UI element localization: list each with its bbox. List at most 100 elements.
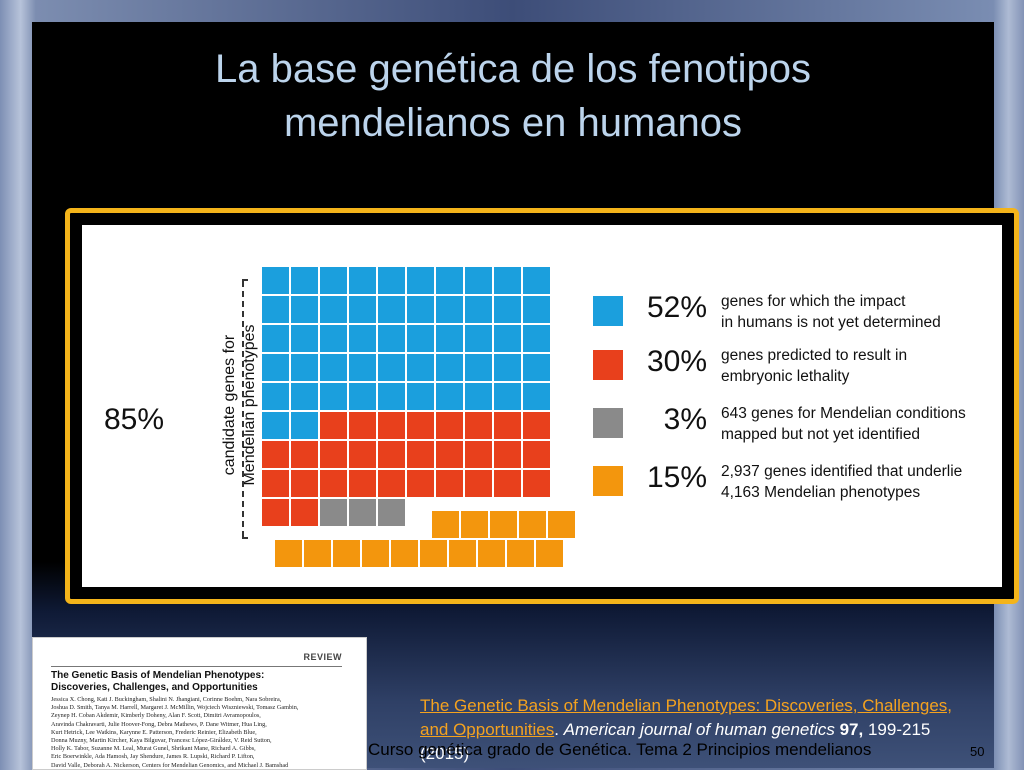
waffle-cell (262, 325, 289, 352)
waffle-cell (262, 383, 289, 410)
citation: The Genetic Basis of Mendelian Phenotype… (420, 696, 953, 763)
authors-line: Donna Muzny, Martin Kircher, Kaya Bilguv… (51, 737, 272, 745)
paper-authors: Jessica X. Chong, Kati J. Buckingham, Sh… (51, 696, 351, 769)
bracket-label-line1: candidate genes for (221, 334, 238, 476)
waffle-cell (436, 470, 463, 497)
waffle-cell (420, 540, 447, 567)
authors-line: Zeynep H. Coban Akdemir, Kimberly Doheny… (51, 712, 261, 720)
waffle-cell (465, 412, 492, 439)
waffle-cell (275, 540, 302, 567)
waffle-cell (436, 383, 463, 410)
waffle-cell (291, 470, 318, 497)
page-number: 50 (970, 744, 985, 759)
legend-swatch (593, 466, 623, 496)
waffle-cell (262, 499, 289, 526)
waffle-cell (262, 354, 289, 381)
authors-line: Eric Boerwinkle, Ada Hamosh, Jay Shendur… (51, 753, 255, 761)
waffle-cell (291, 499, 318, 526)
waffle-cell (494, 267, 521, 294)
citation-journal: American journal of human genetics (563, 720, 835, 739)
waffle-cell (494, 383, 521, 410)
legend-percent: 30% (646, 345, 707, 378)
waffle-cell (523, 296, 550, 323)
waffle-cell (494, 325, 521, 352)
legend-description-line2: 4,163 Mendelian phenotypes (721, 484, 921, 501)
waffle-cell (291, 383, 318, 410)
authors-line: Joshua D. Smith, Tanya M. Harrell, Marga… (51, 704, 299, 712)
legend-description-line2: in humans is not yet determined (721, 314, 941, 331)
citation-link[interactable]: The Genetic Basis of Mendelian Phenotype… (420, 696, 953, 739)
waffle-cell (291, 296, 318, 323)
waffle-cell (407, 354, 434, 381)
waffle-cell (291, 325, 318, 352)
waffle-cell (465, 470, 492, 497)
waffle-cell (449, 540, 476, 567)
waffle-cell (494, 412, 521, 439)
waffle-cell (465, 296, 492, 323)
waffle-cell (536, 540, 563, 567)
waffle-cell (378, 383, 405, 410)
legend-description-line1: 2,937 genes identified that underlie (721, 463, 963, 480)
waffle-cell (407, 441, 434, 468)
waffle-cell (407, 383, 434, 410)
bracket-percent: 85% (104, 403, 165, 436)
waffle-cell (436, 296, 463, 323)
waffle-cell (436, 412, 463, 439)
waffle-cell (378, 470, 405, 497)
waffle-cell (262, 412, 289, 439)
waffle-cell (407, 296, 434, 323)
waffle-cell (333, 540, 360, 567)
waffle-cell (465, 325, 492, 352)
waffle-cell (378, 412, 405, 439)
waffle-cell (291, 441, 318, 468)
slide-title-line1: La base genética de los fenotipos (215, 47, 811, 91)
waffle-cell (320, 383, 347, 410)
waffle-cell (465, 383, 492, 410)
legend-description: genes for which the impact in humans is … (721, 291, 1011, 333)
waffle-cell (523, 441, 550, 468)
waffle-cell (436, 267, 463, 294)
waffle-cell (523, 267, 550, 294)
waffle-cell (391, 540, 418, 567)
waffle-cell (349, 267, 376, 294)
legend-swatch (593, 296, 623, 326)
waffle-cell (320, 354, 347, 381)
waffle-cell (523, 412, 550, 439)
waffle-cell (320, 267, 347, 294)
waffle-cell (490, 511, 517, 538)
waffle-cell (320, 412, 347, 439)
legend-description-line2: mapped but not yet identified (721, 426, 921, 443)
waffle-cell (320, 499, 347, 526)
figure-panel: 85% candidate genes for Mendelian phenot… (82, 225, 1002, 587)
waffle-cell (349, 354, 376, 381)
legend-description: 643 genes for Mendelian conditions mappe… (721, 403, 1011, 445)
authors-line: Aravinda Chakravarti, Julie Hoover-Fong,… (51, 720, 267, 728)
waffle-cell (378, 267, 405, 294)
waffle-cell (494, 470, 521, 497)
waffle-cell (349, 325, 376, 352)
legend-swatch (593, 350, 623, 380)
legend-description-line2: embryonic lethality (721, 368, 850, 385)
paper-thumbnail: REVIEW The Genetic Basis of Mendelian Ph… (32, 637, 367, 770)
waffle-cell (349, 470, 376, 497)
figure-frame: 85% candidate genes for Mendelian phenot… (65, 208, 1019, 604)
authors-line: Jessica X. Chong, Kati J. Buckingham, Sh… (51, 696, 282, 703)
paper-title-line2: Discoveries, Challenges, and Opportuniti… (51, 682, 258, 693)
slide-title: La base genética de los fenotipos mendel… (32, 42, 994, 150)
paper-title-line1: The Genetic Basis of Mendelian Phenotype… (51, 670, 265, 681)
waffle-cell (349, 441, 376, 468)
waffle-cell (349, 499, 376, 526)
waffle-cell (320, 325, 347, 352)
citation-volume: 97, (839, 720, 864, 739)
footer-course: Curso genética grado de Genética. Tema 2… (368, 740, 872, 759)
waffle-cell (262, 470, 289, 497)
waffle-cell (407, 470, 434, 497)
legend-description-line1: genes for which the impact (721, 293, 906, 310)
waffle-cell (349, 383, 376, 410)
citation-pages: 199-215 (2015) (420, 720, 931, 763)
waffle-cell (494, 441, 521, 468)
divider (51, 666, 342, 667)
waffle-cell (523, 354, 550, 381)
waffle-cell (262, 296, 289, 323)
waffle-cell (465, 267, 492, 294)
